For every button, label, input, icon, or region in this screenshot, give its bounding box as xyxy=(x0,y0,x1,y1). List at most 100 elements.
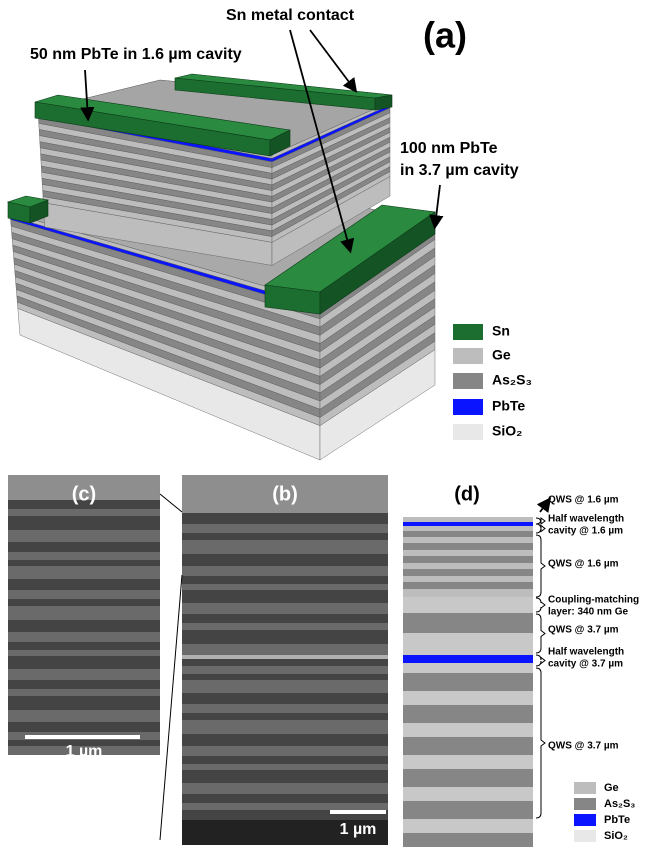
sem-stripe xyxy=(8,542,160,552)
sem-stripe xyxy=(182,576,388,584)
label: QWS @ 3.7 µm xyxy=(548,625,619,636)
label: Half wavelength xyxy=(548,647,624,658)
brace xyxy=(536,668,545,818)
arrow xyxy=(435,185,440,226)
sem-stripe xyxy=(182,533,388,540)
label: QWS @ 1.6 µm xyxy=(548,559,619,570)
layer xyxy=(403,522,533,526)
layer xyxy=(403,517,533,522)
layer xyxy=(403,801,533,819)
sem-stripe xyxy=(182,666,388,674)
label: cavity @ 1.6 µm xyxy=(548,526,623,537)
sem-stripe xyxy=(8,689,160,696)
legend-swatch xyxy=(453,373,483,389)
sem-stripe xyxy=(182,644,388,656)
brace xyxy=(536,535,545,597)
label: Coupling-matching xyxy=(548,595,639,606)
label: SiO₂ xyxy=(492,423,522,439)
sem-stripe xyxy=(182,746,388,756)
sem-stripe xyxy=(8,722,160,732)
sem-stripe xyxy=(182,584,388,590)
sem-stripe xyxy=(8,680,160,689)
sem-stripe xyxy=(182,803,388,810)
label: As₂S₃ xyxy=(604,798,635,810)
label: As₂S₃ xyxy=(492,372,532,388)
label: Ge xyxy=(492,347,511,363)
layer xyxy=(403,633,533,655)
sem-stripe xyxy=(182,680,388,693)
sem-stripe xyxy=(8,606,160,620)
layer xyxy=(403,531,533,537)
sem-stripe xyxy=(8,669,160,680)
layer-schematic xyxy=(403,517,545,847)
label: Sn xyxy=(492,323,510,339)
label: Half wavelength xyxy=(548,514,624,525)
sem-stripe xyxy=(182,603,388,614)
sem-stripe xyxy=(8,599,160,606)
zoom-line xyxy=(160,494,182,512)
sem-stripe xyxy=(182,794,388,803)
layer xyxy=(403,556,533,563)
brace xyxy=(536,524,545,533)
legend-swatch xyxy=(574,830,596,842)
sem-stripe xyxy=(182,704,388,713)
label: PbTe xyxy=(492,398,525,414)
layer xyxy=(403,576,533,582)
sem-stripe xyxy=(182,614,388,623)
layer xyxy=(403,769,533,787)
sem-stripe xyxy=(182,540,388,554)
label: (c) xyxy=(72,483,96,505)
layer xyxy=(403,537,533,543)
sem-images xyxy=(8,475,388,845)
label: 50 nm PbTe in 1.6 µm cavity xyxy=(30,46,242,63)
legend-swatch xyxy=(574,782,596,794)
label: Sn metal contact xyxy=(226,7,355,24)
sem-stripe xyxy=(182,674,388,680)
layer xyxy=(403,597,533,613)
layer xyxy=(403,655,533,663)
sn-contact xyxy=(375,95,392,110)
zoom-line xyxy=(160,575,182,840)
layer xyxy=(403,705,533,723)
sem-stripe xyxy=(182,630,388,644)
label: (b) xyxy=(272,483,298,505)
legend-swatch xyxy=(574,814,596,826)
layer xyxy=(403,663,533,673)
sem-stripe xyxy=(8,590,160,599)
legend-swatch xyxy=(453,324,483,340)
sem-stripe xyxy=(182,770,388,783)
sem-stripe xyxy=(8,516,160,530)
label: in 3.7 µm cavity xyxy=(400,162,519,179)
label: (a) xyxy=(423,15,467,56)
layer xyxy=(403,613,533,633)
sem-stripe xyxy=(8,656,160,669)
label: 100 nm PbTe xyxy=(400,140,498,157)
sem-stripe xyxy=(182,764,388,770)
sem-stripe xyxy=(8,552,160,560)
sem-stripe xyxy=(8,579,160,590)
sem-stripe xyxy=(8,650,160,656)
label: (d) xyxy=(454,483,480,505)
label: QWS @ 3.7 µm xyxy=(548,741,619,752)
sem-stripe xyxy=(182,566,388,576)
layer xyxy=(403,691,533,705)
sem-stripe xyxy=(8,710,160,722)
arrow xyxy=(310,30,355,90)
layer xyxy=(403,582,533,589)
label: PbTe xyxy=(604,814,630,826)
layer xyxy=(403,543,533,550)
layer xyxy=(403,589,533,597)
sem-stripe xyxy=(8,566,160,579)
layer xyxy=(403,723,533,737)
figure: (a) Sn metal contact 50 nm PbTe in 1.6 µm … xyxy=(0,0,649,847)
layer xyxy=(403,833,533,847)
label: QWS @ 1.6 µm xyxy=(548,495,619,506)
layer xyxy=(403,526,533,531)
sem-stripe xyxy=(8,620,160,632)
layer xyxy=(403,737,533,755)
layer xyxy=(403,819,533,833)
brace xyxy=(536,598,545,612)
sem-stripe xyxy=(8,560,160,566)
sem-stripe xyxy=(182,524,388,533)
legend-swatch xyxy=(453,424,483,440)
